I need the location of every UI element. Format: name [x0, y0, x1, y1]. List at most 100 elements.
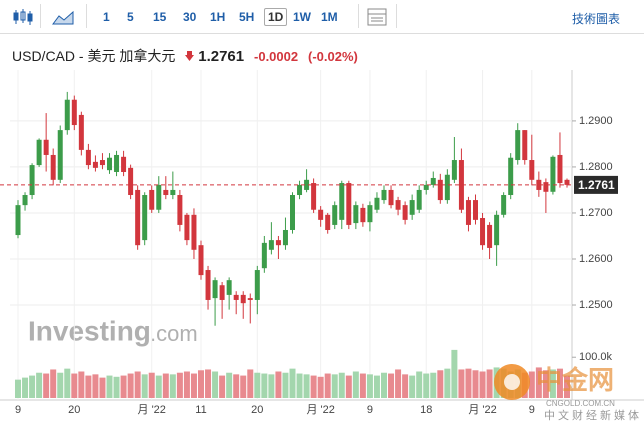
- y-tick-label: 1.2500: [579, 299, 613, 311]
- candle-body: [64, 99, 70, 131]
- volume-bar: [416, 371, 423, 398]
- volume-bar: [106, 375, 113, 398]
- candle-body: [275, 240, 281, 246]
- candle-body: [50, 154, 56, 180]
- price: 1.2761: [198, 48, 245, 65]
- volume-bar: [423, 373, 430, 398]
- volume-bar: [36, 372, 43, 398]
- interval-button[interactable]: 5: [127, 10, 134, 24]
- candle-body: [290, 195, 295, 230]
- candle-body: [22, 195, 28, 206]
- candle-body: [36, 139, 42, 166]
- candle-body: [501, 195, 507, 215]
- y-tick-label: 1.2900: [579, 115, 613, 127]
- candle-body: [423, 184, 429, 190]
- candle-body: [282, 229, 288, 246]
- candle-body: [198, 245, 204, 276]
- candle-body: [374, 197, 380, 210]
- logo-suffix: .com: [150, 321, 198, 346]
- volume-bar: [169, 374, 176, 398]
- separator: [358, 4, 359, 28]
- volume-bar: [282, 372, 289, 398]
- tools-button[interactable]: 技術圖表: [572, 12, 621, 26]
- volume-bar: [359, 373, 366, 398]
- volume-bar: [472, 370, 479, 398]
- y-tick-label: 1.2800: [579, 161, 613, 173]
- interval-button[interactable]: 1W: [293, 10, 311, 24]
- interval-button[interactable]: 1: [103, 10, 110, 24]
- x-tick-label: 18: [420, 404, 432, 416]
- candle-body: [92, 161, 98, 168]
- volume-bar: [444, 368, 451, 398]
- x-tick-label: 9: [367, 404, 373, 416]
- volume-bar: [22, 377, 29, 398]
- x-tick-label: 20: [68, 404, 80, 416]
- candle-body: [409, 200, 415, 215]
- volume-bar: [395, 369, 402, 398]
- volume-bar: [190, 373, 197, 398]
- volume-bar: [331, 374, 338, 398]
- last-price-box: [574, 175, 618, 194]
- candle-body: [240, 294, 246, 304]
- volume-bar: [366, 374, 373, 398]
- candle-body: [465, 200, 471, 225]
- candle-body: [480, 218, 486, 246]
- volume-bar: [127, 373, 134, 398]
- candle-body: [487, 224, 493, 248]
- candle-body: [473, 200, 478, 220]
- volume-bar: [345, 375, 352, 398]
- volume-bar: [296, 373, 303, 398]
- candle-body: [85, 149, 91, 166]
- volume-bar: [176, 372, 183, 398]
- volume-bar: [240, 375, 247, 398]
- candle-body: [268, 240, 274, 250]
- interval-button[interactable]: 30: [183, 10, 197, 24]
- quote-header: USD/CAD - 美元 加拿大元 1.2761 -0.0002 (-0.02%…: [12, 46, 364, 66]
- candle-body: [297, 184, 303, 196]
- volume-bar: [303, 374, 310, 398]
- candle-body: [43, 139, 49, 155]
- area-icon[interactable]: [52, 8, 74, 26]
- interval-button[interactable]: 5H: [239, 10, 255, 24]
- volume-bar: [29, 375, 36, 398]
- interval-button[interactable]: 1H: [210, 10, 226, 24]
- volume-bar: [381, 372, 387, 398]
- separator: [86, 4, 87, 28]
- candle-body: [550, 156, 556, 192]
- candle-body: [430, 177, 436, 185]
- candle-body: [543, 182, 549, 192]
- interval-button[interactable]: 1D: [264, 8, 288, 26]
- volume-bar: [275, 371, 282, 398]
- symbol: USD/CAD - 美元 加拿大元: [12, 48, 176, 64]
- candle-body: [99, 160, 105, 166]
- volume-bar: [451, 349, 458, 398]
- candle-body: [261, 242, 267, 269]
- volume-bar: [120, 375, 127, 398]
- volume-bar: [134, 371, 141, 398]
- volume-bar: [352, 371, 359, 398]
- candle-body: [191, 214, 197, 250]
- candle-body: [128, 167, 134, 196]
- y-tick-label: 1.2600: [579, 253, 613, 265]
- site-name: 中金网: [536, 365, 614, 395]
- candle-body: [15, 205, 21, 236]
- interval-button[interactable]: 15: [153, 10, 167, 24]
- candle-icon[interactable]: [12, 8, 34, 26]
- table-icon[interactable]: [367, 8, 387, 26]
- volume-bar: [212, 371, 219, 398]
- candle-body: [142, 195, 148, 241]
- candle-body: [254, 270, 260, 300]
- site-tagline: 中文财经新媒体: [544, 408, 642, 422]
- candle-body: [451, 160, 457, 180]
- volume-bar: [64, 368, 71, 398]
- volume-bar: [437, 370, 444, 398]
- interval-button[interactable]: 1M: [321, 10, 338, 24]
- x-tick-label: 9: [15, 404, 21, 416]
- candle-body: [212, 280, 218, 299]
- volume-bar: [162, 373, 169, 398]
- candle-body: [564, 179, 570, 185]
- candle-body: [557, 154, 563, 184]
- candle-body: [325, 214, 331, 230]
- separator: [396, 4, 397, 28]
- candle-body: [529, 160, 535, 180]
